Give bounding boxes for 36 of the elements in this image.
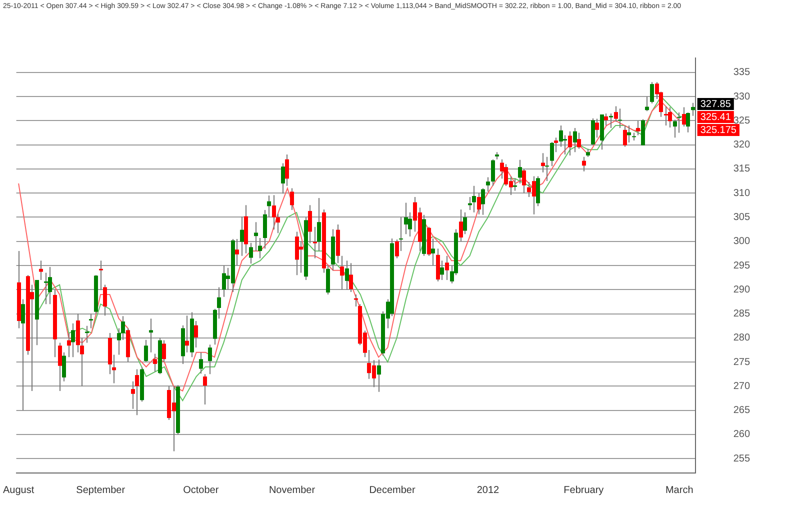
y-tick-label: 335 [733, 67, 750, 78]
y-tick-label: 315 [733, 164, 750, 175]
y-tick-label: 290 [733, 284, 750, 296]
x-tick-label: December [369, 484, 416, 496]
x-tick-label: August [3, 484, 34, 496]
candlestick [609, 113, 613, 128]
y-tick-label: 330 [733, 91, 750, 102]
x-tick-label: March [665, 484, 694, 496]
candlestick [149, 318, 153, 352]
x-tick-label: October [183, 484, 220, 496]
y-tick-label: 320 [733, 140, 750, 151]
text: 325.41 [700, 112, 732, 123]
candlestick [677, 112, 681, 133]
text: 325.175 [700, 124, 737, 136]
candlestick [618, 108, 622, 128]
candlestick [399, 217, 403, 252]
y-tick-label: 325 [733, 115, 750, 126]
y-tick-label: 280 [733, 332, 750, 344]
text: 327.85 [700, 98, 732, 110]
y-tick-label: 310 [733, 188, 750, 199]
y-tick-label: 285 [733, 308, 750, 320]
y-tick-label: 265 [733, 405, 750, 416]
candlestick [44, 272, 48, 304]
candlestick [664, 106, 668, 126]
y-tick-label: 295 [733, 260, 750, 272]
x-tick-label: September [76, 484, 126, 496]
candlestick [545, 156, 549, 182]
x-tick-label: February [564, 484, 604, 496]
y-tick-label: 260 [733, 429, 750, 440]
y-tick-label: 255 [733, 453, 750, 464]
x-tick-label: 2012 [476, 484, 500, 496]
y-tick-label: 300 [733, 236, 750, 248]
y-tick-label: 305 [733, 212, 750, 223]
x-tick-label: November [268, 484, 316, 496]
y-tick-label: 270 [733, 380, 750, 392]
y-tick-label: 275 [733, 356, 750, 368]
